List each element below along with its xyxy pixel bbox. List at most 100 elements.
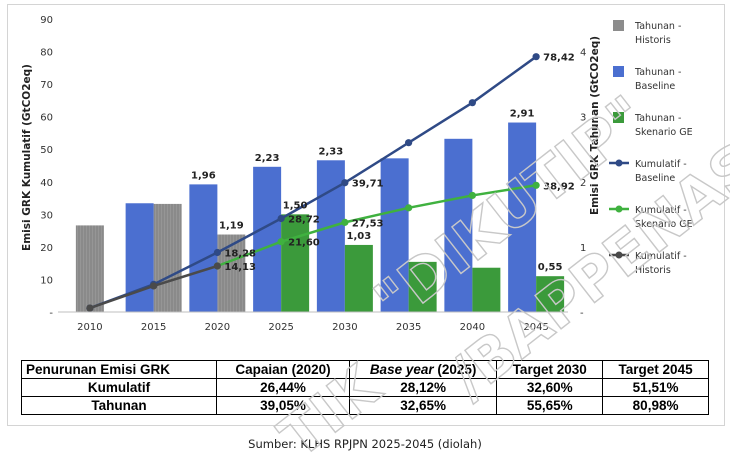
- bar-tahunan-skenario-ge-2035: [408, 261, 437, 312]
- point-kumulatif-baseline: [341, 179, 349, 187]
- legend-label: Skenario GE: [635, 219, 693, 230]
- x-tick-label: 2025: [268, 322, 293, 333]
- table-cell: 39,05%: [216, 396, 350, 415]
- x-tick-label: 2045: [523, 322, 548, 333]
- point-kumulatif-skenario-ge: [468, 191, 476, 200]
- y-left-tick-label: 40: [40, 178, 53, 189]
- point-kumulatif-skenario-ge: [532, 181, 540, 189]
- legend-label: Tahunan -: [634, 21, 681, 32]
- bar-tahunan-baseline-2040: [444, 138, 473, 312]
- y-left-tick-label: 30: [40, 210, 53, 221]
- legend-swatch: [613, 112, 624, 123]
- table-cell: 32,65%: [348, 396, 498, 415]
- y-right-axis-title: Emisi GRK Tahunan (GtCO2eq): [589, 36, 601, 215]
- table-header-cell: Penurunan Emisi GRK: [20, 360, 218, 379]
- table-cell: 28,12%: [348, 378, 498, 397]
- labels-layer: 1,96 2,23 2,33 2,91 1,19 1,50 1,03 0,55 18,28 28,…: [191, 53, 575, 273]
- bar-data-label: 2,91: [510, 109, 535, 120]
- bar-tahunan-baseline-2045: [508, 122, 537, 312]
- line-data-label: 78,42: [543, 53, 575, 64]
- table-header-cell: Capaian (2020): [216, 360, 350, 379]
- bar-tahunan-skenario-ge-2040: [472, 267, 501, 312]
- legend-label: Historis: [635, 265, 671, 276]
- base-year-suffix: (2025): [437, 362, 477, 377]
- table-header-cell: Target 2030: [496, 360, 604, 379]
- point-kumulatif-historis: [86, 304, 94, 312]
- line-data-label: 14,13: [224, 262, 256, 273]
- line-data-label: 38,92: [543, 181, 575, 192]
- bar-tahunan-baseline-2025: [253, 166, 282, 312]
- source-caption: Sumber: KLHS RPJPN 2025-2045 (diolah): [248, 437, 482, 451]
- table-cell: 26,44%: [216, 378, 350, 397]
- line-data-label: 27,53: [352, 218, 384, 229]
- line-kumulatif-skenario-ge: [216, 184, 537, 268]
- base-year-label: Base year: [369, 362, 434, 377]
- bar-data-label: 1,96: [191, 170, 216, 181]
- emission-reduction-table: Penurunan Emisi GRK Capaian (2020) Base …: [20, 360, 709, 415]
- legend-label: Kumulatif -: [635, 159, 687, 170]
- y-right-tick-label: 1: [580, 243, 586, 254]
- y-left-tick-label: 70: [40, 80, 53, 91]
- y-right-tick-label: -: [580, 308, 584, 319]
- y-left-tick-label: 60: [40, 113, 53, 124]
- table-row: Kumulatif 26,44% 28,12% 32,60% 51,51%: [20, 378, 709, 397]
- bar-data-label: 1,50: [283, 200, 308, 211]
- line-data-label: 39,71: [352, 179, 384, 190]
- bar-tahunan-historis-2015: [153, 203, 182, 312]
- legend-label: Tahunan -: [634, 113, 681, 124]
- y-left-tick-label: 20: [40, 243, 53, 254]
- bar-tahunan-historis-2020: [217, 234, 246, 312]
- x-tick-label: 2040: [460, 322, 485, 333]
- table-cell: 51,51%: [602, 378, 709, 397]
- y-right-tick-label: 2: [580, 178, 586, 189]
- y-right-tick-label: 3: [580, 113, 586, 124]
- legend-marker: [615, 159, 623, 167]
- point-kumulatif-baseline: [213, 248, 221, 257]
- legend-label: Historis: [635, 35, 671, 46]
- table-header-cell: Base year (2025): [348, 360, 498, 379]
- bar-data-label: 0,55: [538, 262, 563, 273]
- legend-marker: [615, 251, 623, 259]
- legend-label: Baseline: [635, 173, 675, 184]
- bar-data-label: 1,03: [347, 231, 372, 242]
- x-tick-label: 2035: [396, 322, 421, 333]
- point-kumulatif-skenario-ge: [277, 238, 285, 246]
- x-tick-label: 2010: [77, 322, 102, 333]
- line-kumulatif-baseline: [89, 55, 537, 310]
- legend-label: Skenario GE: [635, 127, 693, 138]
- table-header-row: Penurunan Emisi GRK Capaian (2020) Base …: [20, 360, 709, 379]
- point-kumulatif-historis: [150, 282, 158, 290]
- legend-swatch: [613, 66, 624, 77]
- y-left-axis-title: Emisi GRK Kumulatif (GtCO2eq): [21, 64, 33, 251]
- bar-data-label: 1,19: [219, 221, 244, 232]
- point-kumulatif-historis: [213, 262, 221, 270]
- y-left-tick-label: 80: [40, 48, 53, 59]
- table-header-cell: Target 2045: [602, 360, 709, 379]
- point-kumulatif-baseline: [532, 53, 540, 61]
- point-kumulatif-skenario-ge: [405, 204, 413, 212]
- legend-swatch: [613, 20, 624, 31]
- combo-chart: 1,96 2,23 2,33 2,91 1,19 1,50 1,03 0,55 18,28 28,…: [21, 15, 693, 333]
- bar-tahunan-baseline-2015: [125, 203, 154, 312]
- legend-marker: [615, 205, 623, 213]
- legend-label: Kumulatif -: [635, 205, 687, 216]
- x-tick-label: 2030: [332, 322, 357, 333]
- bar-data-label: 2,23: [255, 153, 280, 164]
- point-kumulatif-skenario-ge: [341, 218, 349, 226]
- y-left-tick-label: 10: [40, 275, 53, 286]
- bar-tahunan-baseline-2020: [189, 184, 218, 312]
- bar-tahunan-skenario-ge-2045: [536, 276, 565, 312]
- legend-label: Tahunan -: [634, 67, 681, 78]
- y-left-tick-label: 50: [40, 145, 53, 156]
- y-right-tick-label: 4: [580, 48, 586, 59]
- legend-label: Kumulatif -: [635, 251, 687, 262]
- line-data-label: 28,72: [288, 215, 320, 226]
- bar-tahunan-historis-2010: [75, 225, 104, 312]
- bar-tahunan-skenario-ge-2025: [281, 214, 310, 312]
- bar-tahunan-baseline-2030: [316, 160, 345, 312]
- table-row: Tahunan 39,05% 32,65% 55,65% 80,98%: [20, 396, 709, 415]
- point-kumulatif-baseline: [405, 139, 413, 147]
- x-tick-label: 2020: [205, 322, 230, 333]
- y-left-tick-label: -: [49, 308, 53, 319]
- point-kumulatif-baseline: [277, 214, 285, 223]
